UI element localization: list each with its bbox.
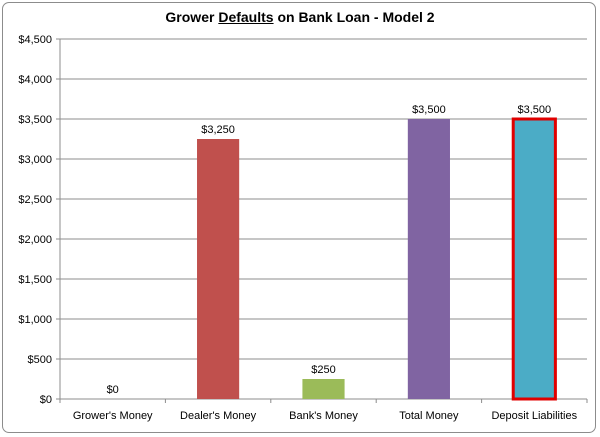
- y-tick-label: $4,500: [18, 34, 52, 46]
- y-tick-label: $4,000: [18, 74, 52, 86]
- data-label: $3,500: [517, 104, 551, 116]
- x-category-label: Total Money: [399, 410, 459, 422]
- bar-deposit-liabilities: [511, 117, 557, 401]
- data-label: $3,250: [201, 124, 235, 136]
- data-label: $0: [107, 384, 119, 396]
- x-category-label: Grower's Money: [73, 410, 153, 422]
- chart-title: Grower Defaults on Bank Loan - Model 2: [0, 9, 600, 25]
- x-category-label: Bank's Money: [289, 410, 358, 422]
- x-category-label: Dealer's Money: [180, 410, 257, 422]
- bar-bank-s-money: [302, 379, 345, 399]
- y-tick-label: $1,500: [18, 274, 52, 286]
- y-tick-label: $3,500: [18, 114, 52, 126]
- chart-title-underlined: Defaults: [218, 9, 274, 25]
- x-category-label: Deposit Liabilities: [491, 410, 577, 422]
- data-label: $3,500: [412, 104, 446, 116]
- chart-frame: [2, 2, 596, 433]
- y-tick-label: $2,000: [18, 234, 52, 246]
- bar-total-money: [407, 119, 450, 399]
- y-tick-label: $2,500: [18, 194, 52, 206]
- data-label: $250: [311, 364, 335, 376]
- y-tick-label: $500: [28, 354, 52, 366]
- y-tick-label: $1,000: [18, 314, 52, 326]
- bar-dealer-s-money: [197, 139, 240, 399]
- y-tick-label: $3,000: [18, 154, 52, 166]
- chart-title-start: Grower: [165, 9, 219, 25]
- y-tick-label: $0: [40, 394, 52, 406]
- chart-title-end: on Bank Loan - Model 2: [273, 9, 435, 25]
